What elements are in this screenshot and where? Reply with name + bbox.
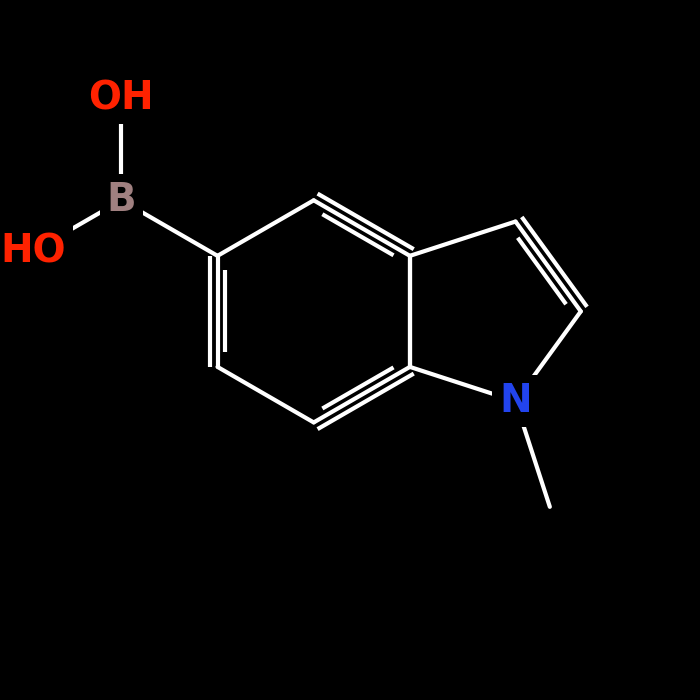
Text: HO: HO <box>0 232 66 270</box>
Text: OH: OH <box>88 79 154 117</box>
Text: B: B <box>106 181 136 219</box>
Text: N: N <box>499 382 532 420</box>
